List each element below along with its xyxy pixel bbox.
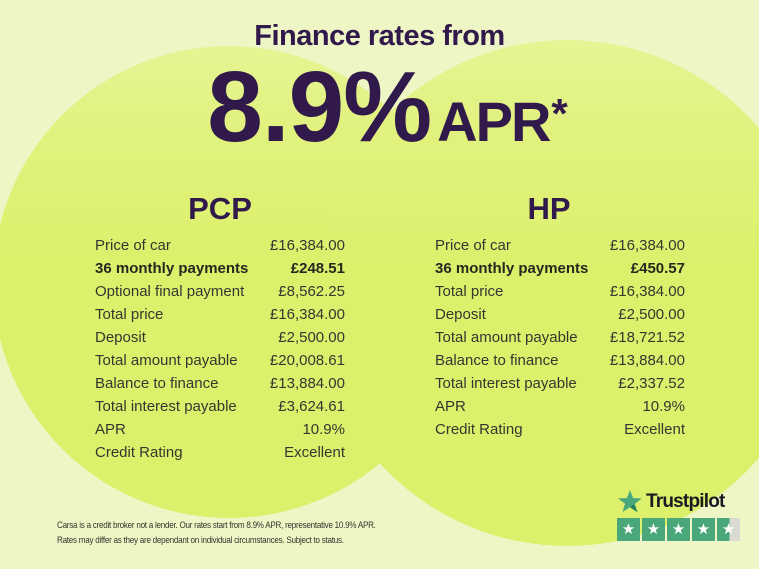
row-value: £13,884.00: [269, 375, 345, 392]
disclaimer-text: Carsa is a credit broker not a lender. O…: [57, 518, 423, 548]
table-row: Total amount payable £20,008.61: [95, 352, 345, 375]
table-row: APR 10.9%: [435, 398, 685, 421]
row-value: £248.51: [290, 260, 345, 277]
pcp-heading: PCP: [188, 191, 252, 226]
disclaimer-line-2: Rates may differ as they are dependant o…: [57, 535, 344, 546]
table-row: 36 monthly payments £248.51: [95, 260, 345, 283]
table-row: Total price £16,384.00: [435, 283, 685, 306]
apr-rate-value: 8.9%: [207, 51, 432, 163]
table-row: Credit Rating Excellent: [435, 421, 685, 444]
trustpilot-logo: Trustpilot: [617, 489, 740, 515]
row-value: Excellent: [624, 421, 685, 438]
table-row: Optional final payment £8,562.25: [95, 283, 345, 306]
row-value: £20,008.61: [269, 352, 345, 369]
table-row: Price of car £16,384.00: [435, 237, 685, 260]
table-row: 36 monthly payments £450.57: [435, 260, 685, 283]
table-row: Total interest payable £3,624.61: [95, 398, 345, 421]
row-label: Total amount payable: [95, 352, 238, 369]
row-value: £3,624.61: [278, 398, 345, 415]
apr-headline: 8.9% APR *: [8, 57, 759, 157]
table-row: Total amount payable £18,721.52: [435, 329, 685, 352]
hp-column: HP Price of car £16,384.00 36 monthly pa…: [435, 192, 685, 444]
star-icon: ★: [696, 520, 711, 538]
apr-label: APR: [437, 90, 551, 153]
background-circle-right: [314, 40, 759, 546]
row-label: Balance to finance: [95, 375, 219, 392]
row-label: Total price: [435, 283, 504, 300]
table-row: Price of car £16,384.00: [95, 237, 345, 260]
row-value: 10.9%: [642, 398, 685, 415]
row-value: £2,500.00: [278, 329, 345, 346]
row-label: Total amount payable: [435, 329, 578, 346]
row-label: Total price: [95, 306, 164, 323]
row-label: Balance to finance: [435, 352, 559, 369]
table-row: Credit Rating Excellent: [95, 444, 345, 467]
disclaimer-line-1: Carsa is a credit broker not a lender. O…: [57, 520, 376, 531]
trustpilot-rating-stars: ★ ★ ★ ★ ★: [617, 518, 740, 541]
hp-heading: HP: [527, 191, 571, 226]
row-label: Total interest payable: [435, 375, 577, 392]
row-value: £16,384.00: [269, 306, 345, 323]
row-value: £16,384.00: [269, 237, 345, 254]
row-label: APR: [435, 398, 466, 415]
rating-star-box: ★: [617, 518, 640, 541]
row-value: Excellent: [284, 444, 345, 461]
rating-star-box: ★: [642, 518, 665, 541]
banner-title: Finance rates from: [254, 20, 505, 52]
table-row: Balance to finance £13,884.00: [435, 352, 685, 375]
table-row: Deposit £2,500.00: [95, 329, 345, 352]
table-row: APR 10.9%: [95, 421, 345, 444]
star-icon: ★: [621, 520, 636, 538]
row-label: Credit Rating: [95, 444, 183, 461]
trustpilot-wordmark: Trustpilot: [646, 491, 725, 512]
row-value: £2,500.00: [618, 306, 685, 323]
row-value: £450.57: [630, 260, 685, 277]
trustpilot-badge[interactable]: Trustpilot ★ ★ ★ ★ ★: [617, 489, 740, 541]
apr-asterisk: *: [551, 90, 568, 137]
row-label: APR: [95, 421, 126, 438]
row-label: Deposit: [435, 306, 486, 323]
star-icon: ★: [671, 520, 686, 538]
rating-star-box: ★: [692, 518, 715, 541]
row-value: £13,884.00: [609, 352, 685, 369]
table-row: Deposit £2,500.00: [435, 306, 685, 329]
row-label: 36 monthly payments: [435, 260, 589, 277]
row-label: 36 monthly payments: [95, 260, 249, 277]
row-value: 10.9%: [302, 421, 345, 438]
row-label: Deposit: [95, 329, 146, 346]
row-value: £8,562.25: [278, 283, 345, 300]
star-icon: ★: [721, 520, 736, 538]
row-label: Price of car: [435, 237, 511, 254]
table-row: Balance to finance £13,884.00: [95, 375, 345, 398]
star-icon: ★: [646, 520, 661, 538]
row-label: Credit Rating: [435, 421, 523, 438]
table-row: Total price £16,384.00: [95, 306, 345, 329]
row-value: £2,337.52: [618, 375, 685, 392]
pcp-column: PCP Price of car £16,384.00 36 monthly p…: [95, 192, 345, 467]
trustpilot-star-icon: [618, 490, 642, 513]
row-value: £18,721.52: [609, 329, 685, 346]
row-label: Price of car: [95, 237, 171, 254]
row-label: Optional final payment: [95, 283, 245, 300]
table-row: Total interest payable £2,337.52: [435, 375, 685, 398]
row-value: £16,384.00: [609, 283, 685, 300]
row-label: Total interest payable: [95, 398, 237, 415]
rating-star-box-half: ★: [717, 518, 740, 541]
rating-star-box: ★: [667, 518, 690, 541]
row-value: £16,384.00: [609, 237, 685, 254]
